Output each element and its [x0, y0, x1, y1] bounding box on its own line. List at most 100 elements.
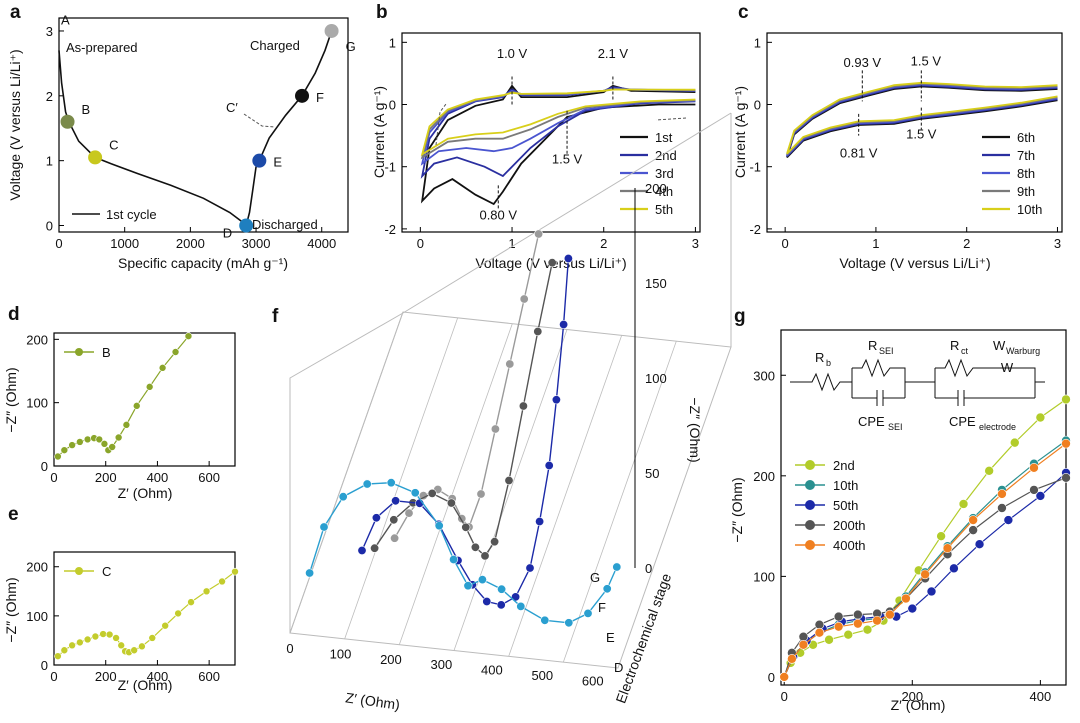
- y-tick-label-g: 100: [753, 569, 775, 584]
- panel-c: c 0 1 2 3 -2 -1 0 1 Voltage (V versus Li/Li⁺) Curr…: [732, 2, 1063, 271]
- series-10th: [786, 81, 1058, 155]
- x-tick-label-f: 400: [481, 663, 503, 678]
- x-tick-label-b: 0: [417, 236, 424, 251]
- x-tick-label-f: 300: [431, 657, 453, 672]
- legend-label-400th: 400th: [833, 538, 866, 553]
- legend-label-6th: 6th: [1017, 130, 1035, 145]
- point-50th: [949, 563, 959, 574]
- legend-marker-C: [75, 567, 83, 575]
- floor-grid: [453, 329, 568, 651]
- scan-arrow-up: [435, 103, 447, 146]
- y-axis-label-d: −Z″ (Ohm): [3, 367, 19, 432]
- x-axis-label-a: Specific capacity (mAh g⁻¹): [118, 255, 288, 271]
- point-D: [362, 479, 372, 489]
- point-label-A: A: [61, 12, 70, 27]
- x-axis-label-d: Z′ (Ohm): [118, 485, 173, 501]
- annotation-discharged: Discharged: [252, 217, 318, 232]
- left-plane: [289, 311, 404, 634]
- point-E: [551, 395, 561, 405]
- y-tick-label-g: 300: [753, 368, 775, 383]
- point-C: [148, 634, 157, 642]
- point-D: [410, 488, 420, 498]
- point-D: [497, 584, 507, 594]
- label-wwarburg: W: [993, 338, 1006, 353]
- point-C: [91, 632, 100, 641]
- point-C: [76, 638, 84, 647]
- point-50th: [974, 539, 985, 550]
- x-tick-label-f: 200: [380, 652, 402, 667]
- point-label-F: F: [316, 90, 324, 105]
- floor-grid: [344, 317, 459, 639]
- panel-label-c: c: [738, 2, 749, 23]
- annotation-0.93V: 0.93 V: [844, 55, 882, 70]
- point-F: [518, 401, 528, 411]
- legend-marker-50th: [805, 500, 815, 510]
- x-tick-label-b: 3: [692, 236, 699, 251]
- panel-a: a 0 1000 2000 3000 4000 0 1 2 3 Specific capacity …: [7, 2, 356, 271]
- point-F: [547, 258, 557, 268]
- point-C: [231, 567, 239, 576]
- plot-frame-c: [766, 32, 1063, 233]
- point-C: [161, 621, 169, 630]
- point-50th: [926, 586, 937, 597]
- annotation-c-prime: C′: [226, 100, 238, 115]
- x-tick-label-e: 400: [147, 669, 169, 684]
- x-tick-label-f: 100: [330, 646, 352, 661]
- point-G: [534, 229, 544, 239]
- point-2nd: [1009, 437, 1020, 448]
- point-B: [83, 435, 92, 444]
- point-B: [100, 440, 109, 448]
- label-rct: R: [950, 338, 959, 353]
- z-axis-label-f: −Z″ (Ohm): [687, 397, 703, 462]
- x-tick-label-a: 0: [55, 236, 62, 251]
- point-2nd: [1061, 394, 1071, 405]
- point-400th: [997, 489, 1007, 499]
- y-tick-label-b: -1: [384, 160, 396, 175]
- z-tick-label-f: 0: [645, 561, 652, 576]
- stage-tick-E: E: [606, 630, 615, 645]
- plot-frame-a: [58, 17, 349, 233]
- label-w: W: [1001, 360, 1014, 375]
- y-tick-label-g: 200: [753, 469, 775, 484]
- x-axis-label-g: Z′ (Ohm): [891, 697, 946, 713]
- x-tick-label-a: 3000: [242, 236, 271, 251]
- y-axis-label-c: Current (A g⁻¹): [732, 86, 748, 178]
- point-200th: [1029, 485, 1039, 495]
- y-axis-label-g: −Z″ (Ohm): [729, 477, 745, 542]
- series-line-E: [361, 258, 570, 606]
- point-400th: [968, 515, 978, 525]
- stage-axis-label-f: Electrochemical stage: [612, 571, 674, 705]
- point-400th: [901, 593, 911, 604]
- legend-label-10th: 10th: [1017, 202, 1042, 217]
- annotation-arrow: [243, 113, 276, 128]
- label-cpe-sei-sub: SEI: [888, 422, 903, 432]
- legend-label-3rd: 3rd: [655, 166, 674, 181]
- point-C: [83, 635, 92, 644]
- point-F: [295, 88, 310, 103]
- legend-label-1st: 1st: [655, 130, 673, 145]
- legend-marker-B: [75, 348, 83, 356]
- point-B: [122, 421, 131, 429]
- point-F: [461, 522, 471, 532]
- x-tick-label-a: 1000: [110, 236, 139, 251]
- point-E: [391, 496, 401, 506]
- y-axis-label-b: Current (A g⁻¹): [371, 86, 387, 178]
- point-B: [60, 114, 75, 129]
- point-D: [564, 618, 574, 628]
- point-B: [76, 438, 84, 446]
- z-tick-label-f: 200: [645, 181, 667, 196]
- point-D: [449, 554, 459, 564]
- point-C: [88, 150, 103, 165]
- x-tick-label-c: 2: [963, 236, 970, 251]
- y-tick-label-e: 0: [41, 658, 48, 673]
- label-cpe-electrode-sub: electrode: [979, 422, 1016, 432]
- series-line-C: [57, 571, 236, 657]
- point-B: [145, 383, 154, 391]
- y-tick-label-b: -2: [384, 222, 396, 237]
- x-tick-label-a: 2000: [176, 236, 205, 251]
- point-400th: [1061, 438, 1071, 449]
- annotation-0.81V: 0.81 V: [840, 145, 878, 160]
